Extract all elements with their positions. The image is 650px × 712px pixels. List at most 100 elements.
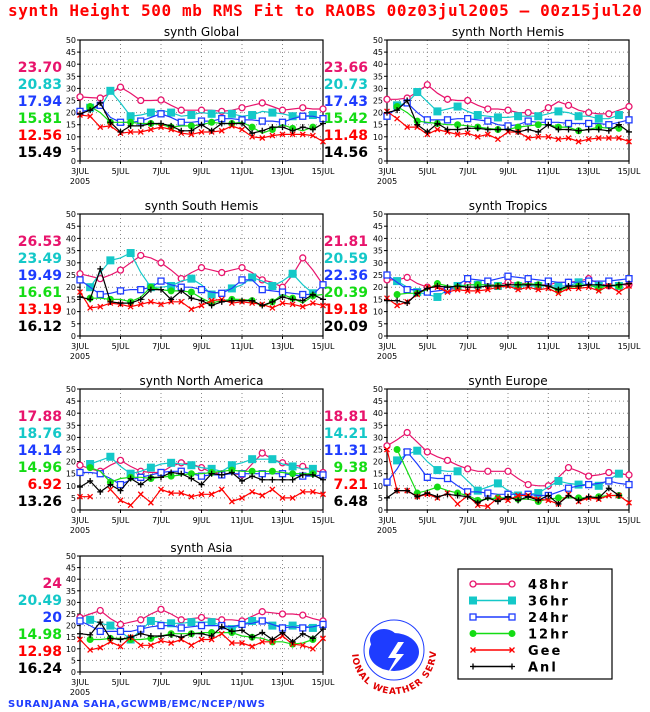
y-tick-label: 50 <box>373 36 383 45</box>
y-tick-label: 0 <box>71 332 76 341</box>
marker-x <box>474 133 481 140</box>
marker-open-square <box>625 116 633 124</box>
y-tick-label: 25 <box>373 446 383 455</box>
y-tick-label: 10 <box>66 482 76 491</box>
marker-x <box>218 127 225 134</box>
marker-open-square <box>464 275 472 283</box>
y-tick-label: 40 <box>66 234 76 243</box>
marker-filled-square <box>473 486 482 495</box>
marker-filled-square <box>106 621 115 630</box>
marker-x <box>474 287 481 294</box>
marker-filled-square <box>207 618 216 627</box>
series-48hr <box>76 251 327 291</box>
marker-plus <box>575 127 582 134</box>
marker-open-circle <box>299 104 307 112</box>
y-tick-label: 10 <box>66 133 76 142</box>
mean-value-48hr: 26.53 <box>18 234 62 250</box>
x-tick-label: 9JUL <box>499 342 517 351</box>
y-tick-label: 5 <box>71 656 76 665</box>
marker-x <box>87 647 94 653</box>
marker-plus <box>178 470 185 477</box>
mean-value-12hr: 9.38 <box>333 460 368 476</box>
marker-x <box>384 446 390 453</box>
marker-plus <box>117 636 124 643</box>
marker-plus <box>147 286 154 293</box>
panel-title: synth Europe <box>468 374 547 388</box>
y-tick-label: 35 <box>66 247 76 256</box>
marker-plus <box>605 282 612 289</box>
marker-filled-square <box>187 461 196 470</box>
marker-x <box>470 647 476 653</box>
marker-x <box>158 301 164 308</box>
marker-plus <box>320 626 326 633</box>
marker-filled-square <box>393 456 402 465</box>
marker-open-circle <box>177 616 185 624</box>
marker-open-circle <box>585 472 593 480</box>
marker-filled-square <box>534 489 543 498</box>
marker-x <box>289 494 296 501</box>
marker-filled-square <box>207 464 216 473</box>
y-tick-label: 15 <box>66 121 76 130</box>
marker-x <box>626 138 632 145</box>
marker-open-circle <box>278 610 287 618</box>
marker-x <box>484 503 491 510</box>
marker-filled-circle <box>508 630 516 637</box>
mean-value-anl: 6.48 <box>333 494 368 510</box>
panel-synth-europe: synth Europe 0 5 10 15 20 25 30 35 40 45 50 3JUL 5JUL… <box>324 374 641 535</box>
logo-cloud <box>370 629 398 651</box>
mean-value-anl: 15.49 <box>18 145 62 161</box>
marker-plus <box>127 122 134 129</box>
y-tick-label: 0 <box>378 506 383 515</box>
marker-filled-circle <box>433 483 441 491</box>
marker-open-circle <box>524 480 532 489</box>
marker-plus <box>218 471 225 478</box>
marker-plus <box>404 300 411 307</box>
marker-x <box>289 131 296 138</box>
marker-plus <box>575 282 582 289</box>
marker-filled-circle <box>86 636 94 644</box>
marker-x <box>208 636 215 643</box>
marker-plus <box>117 300 124 307</box>
marker-open-circle <box>605 468 613 477</box>
marker-plus <box>77 484 83 491</box>
marker-filled-circle <box>554 494 562 502</box>
marker-filled-square <box>453 467 462 476</box>
marker-plus <box>605 127 612 134</box>
marker-x <box>545 497 552 504</box>
marker-plus <box>147 120 154 127</box>
marker-open-square <box>218 289 226 297</box>
series-24hr <box>383 99 633 130</box>
marker-filled-square <box>106 256 115 265</box>
marker-filled-square <box>187 111 196 120</box>
marker-plus <box>414 121 421 128</box>
marker-open-circle <box>625 102 633 111</box>
marker-plus <box>299 124 306 131</box>
marker-filled-square <box>473 111 482 120</box>
marker-x <box>394 302 401 309</box>
y-tick-label: 0 <box>71 506 76 515</box>
x-year-label: 2005 <box>377 526 397 535</box>
marker-x <box>605 135 612 141</box>
y-tick-label: 35 <box>373 247 383 256</box>
panel-title: synth North Hemis <box>452 25 564 39</box>
marker-filled-square <box>167 458 176 467</box>
y-tick-label: 20 <box>66 109 76 118</box>
marker-x <box>168 490 175 497</box>
y-tick-label: 25 <box>373 97 383 106</box>
mean-value-48hr: 18.81 <box>324 409 368 425</box>
legend-item-36hr: 36hr <box>469 595 568 610</box>
y-tick-label: 25 <box>66 271 76 280</box>
marker-plus <box>107 298 114 305</box>
x-tick-label: 11JUL <box>231 342 254 351</box>
marker-filled-square <box>146 463 155 472</box>
marker-x <box>299 488 306 495</box>
marker-open-square <box>625 480 633 489</box>
marker-x <box>178 298 185 305</box>
marker-x <box>535 133 542 140</box>
marker-plus <box>484 126 491 133</box>
marker-plus <box>474 284 481 291</box>
marker-x <box>259 492 266 499</box>
y-tick-label: 35 <box>373 72 383 81</box>
marker-open-square <box>605 121 613 129</box>
marker-plus <box>178 287 185 294</box>
